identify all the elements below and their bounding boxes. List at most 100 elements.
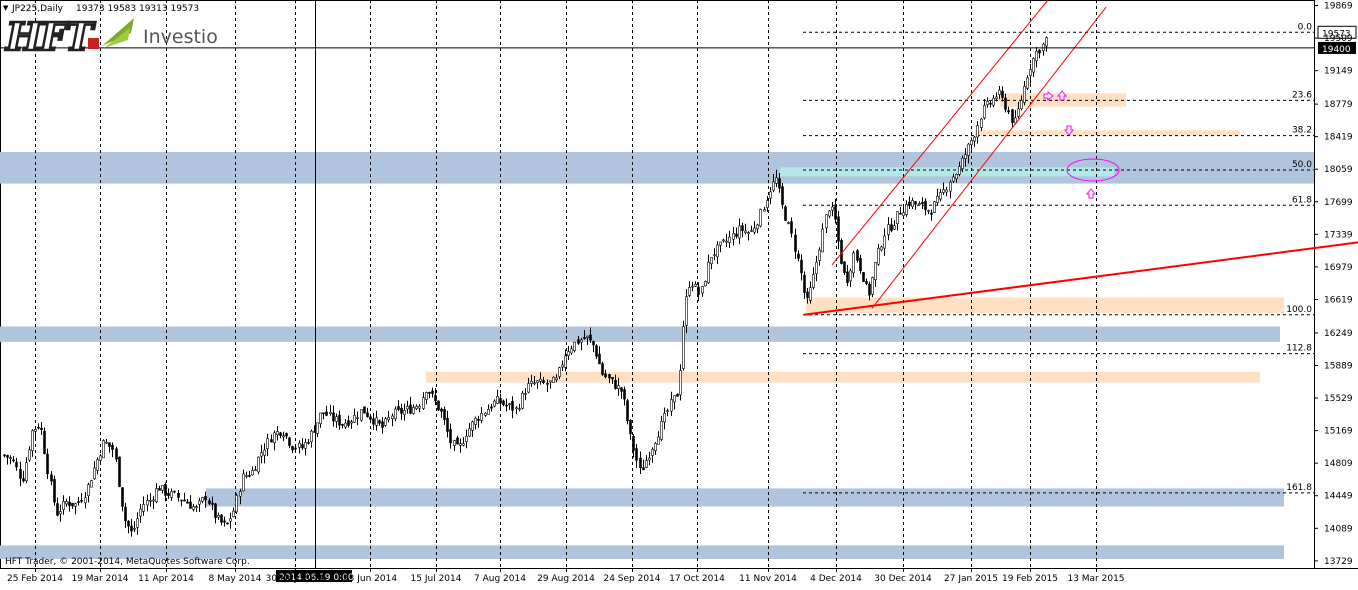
candle-body: [939, 192, 942, 200]
candle-body: [164, 484, 167, 496]
candle-body: [642, 467, 645, 471]
candle-body: [1004, 97, 1007, 110]
candle-body: [291, 446, 294, 451]
candle-body: [477, 418, 480, 421]
candle-body: [307, 442, 310, 444]
candle-body: [149, 500, 152, 502]
hft-logo: HFT Investio: [4, 13, 218, 61]
candle-body: [347, 420, 350, 426]
candle-body: [226, 522, 229, 525]
candle-body: [403, 409, 406, 415]
candle-body: [825, 214, 828, 229]
candle-body: [815, 261, 818, 275]
candle-body: [710, 256, 713, 265]
x-tick-label: 11 Apr 2014: [138, 574, 194, 584]
candle-body: [809, 287, 812, 301]
candle-body: [298, 442, 301, 448]
candle-body: [111, 444, 114, 450]
candle-body: [177, 493, 180, 498]
candle-body: [279, 432, 282, 436]
candle-body: [273, 432, 276, 443]
candle-body: [952, 176, 955, 182]
candle-body: [31, 430, 34, 451]
candle-body: [322, 412, 325, 415]
candle-body: [490, 406, 493, 409]
candle-body: [105, 441, 108, 444]
candle-body: [511, 401, 514, 411]
candle-body: [527, 383, 530, 393]
candle-body: [679, 370, 682, 396]
candle-body: [927, 210, 930, 212]
candle-body: [781, 186, 784, 205]
candle-body: [632, 436, 635, 451]
x-tick-label: 23 Jun 2014: [343, 574, 397, 584]
candle-body: [515, 407, 518, 410]
candle-body: [84, 497, 87, 504]
candle-body: [964, 154, 967, 160]
candle-body: [794, 234, 797, 252]
candle-body: [263, 449, 266, 456]
candle-body: [316, 422, 319, 434]
candle-body: [666, 410, 669, 413]
candle-body: [229, 518, 232, 522]
candle-body: [719, 241, 722, 246]
candle-body: [133, 528, 136, 530]
y-tick-label: 15529: [1324, 394, 1353, 404]
candle-body: [859, 258, 862, 272]
candle-body: [121, 487, 124, 507]
candle-body: [431, 390, 434, 394]
fib-label: 50.0: [1292, 160, 1312, 170]
candle-body: [270, 439, 273, 443]
candle-body: [118, 456, 121, 487]
candle-body: [728, 236, 731, 243]
header-arrow-icon: ▼: [3, 4, 9, 12]
candle-body: [707, 261, 710, 284]
candle-body: [474, 417, 477, 425]
candle-body: [772, 181, 775, 191]
candle-body: [896, 211, 899, 225]
candle-body: [50, 474, 53, 482]
y-tick-label: 16619: [1324, 295, 1353, 305]
candle-body: [46, 453, 49, 475]
candle-body: [341, 424, 344, 426]
candle-body: [976, 125, 979, 138]
candle-body: [288, 437, 291, 446]
candle-body: [682, 326, 685, 369]
candle-body: [784, 206, 787, 221]
candle-body: [973, 136, 976, 142]
candle-body: [183, 499, 186, 502]
logo-green-swoosh: [102, 18, 134, 46]
candle-body: [735, 233, 738, 237]
candles-layer: [3, 36, 1048, 537]
candle-body: [1011, 109, 1014, 123]
candle-body: [480, 413, 483, 421]
candle-body: [629, 419, 632, 435]
candle-body: [769, 191, 772, 199]
candle-body: [239, 491, 242, 497]
candle-body: [214, 503, 217, 519]
candle-body: [555, 377, 558, 381]
candle-body: [806, 291, 809, 298]
candle-body: [456, 437, 459, 445]
candle-body: [235, 495, 238, 513]
candle-body: [608, 374, 611, 379]
candle-body: [685, 296, 688, 326]
candle-body: [459, 443, 462, 446]
candle-body: [911, 200, 914, 207]
y-tick-label: 19149: [1324, 67, 1353, 77]
candle-body: [74, 503, 77, 507]
candle-body: [254, 469, 257, 472]
trendline-1: [831, 0, 1049, 266]
candle-body: [945, 189, 948, 193]
candle-body: [192, 506, 195, 510]
candle-body: [663, 413, 666, 423]
candle-body: [332, 412, 335, 422]
candle-body: [549, 380, 552, 383]
candle-body: [366, 412, 369, 417]
axes-layer: 25 Feb 2014 19 Mar 2014 11 Apr 2014 8 May 2…: [7, 2, 1353, 584]
candle-body: [462, 443, 465, 446]
candle-body: [949, 182, 952, 192]
